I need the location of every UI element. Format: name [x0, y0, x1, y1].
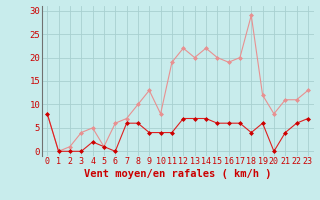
X-axis label: Vent moyen/en rafales ( km/h ): Vent moyen/en rafales ( km/h )	[84, 169, 271, 179]
